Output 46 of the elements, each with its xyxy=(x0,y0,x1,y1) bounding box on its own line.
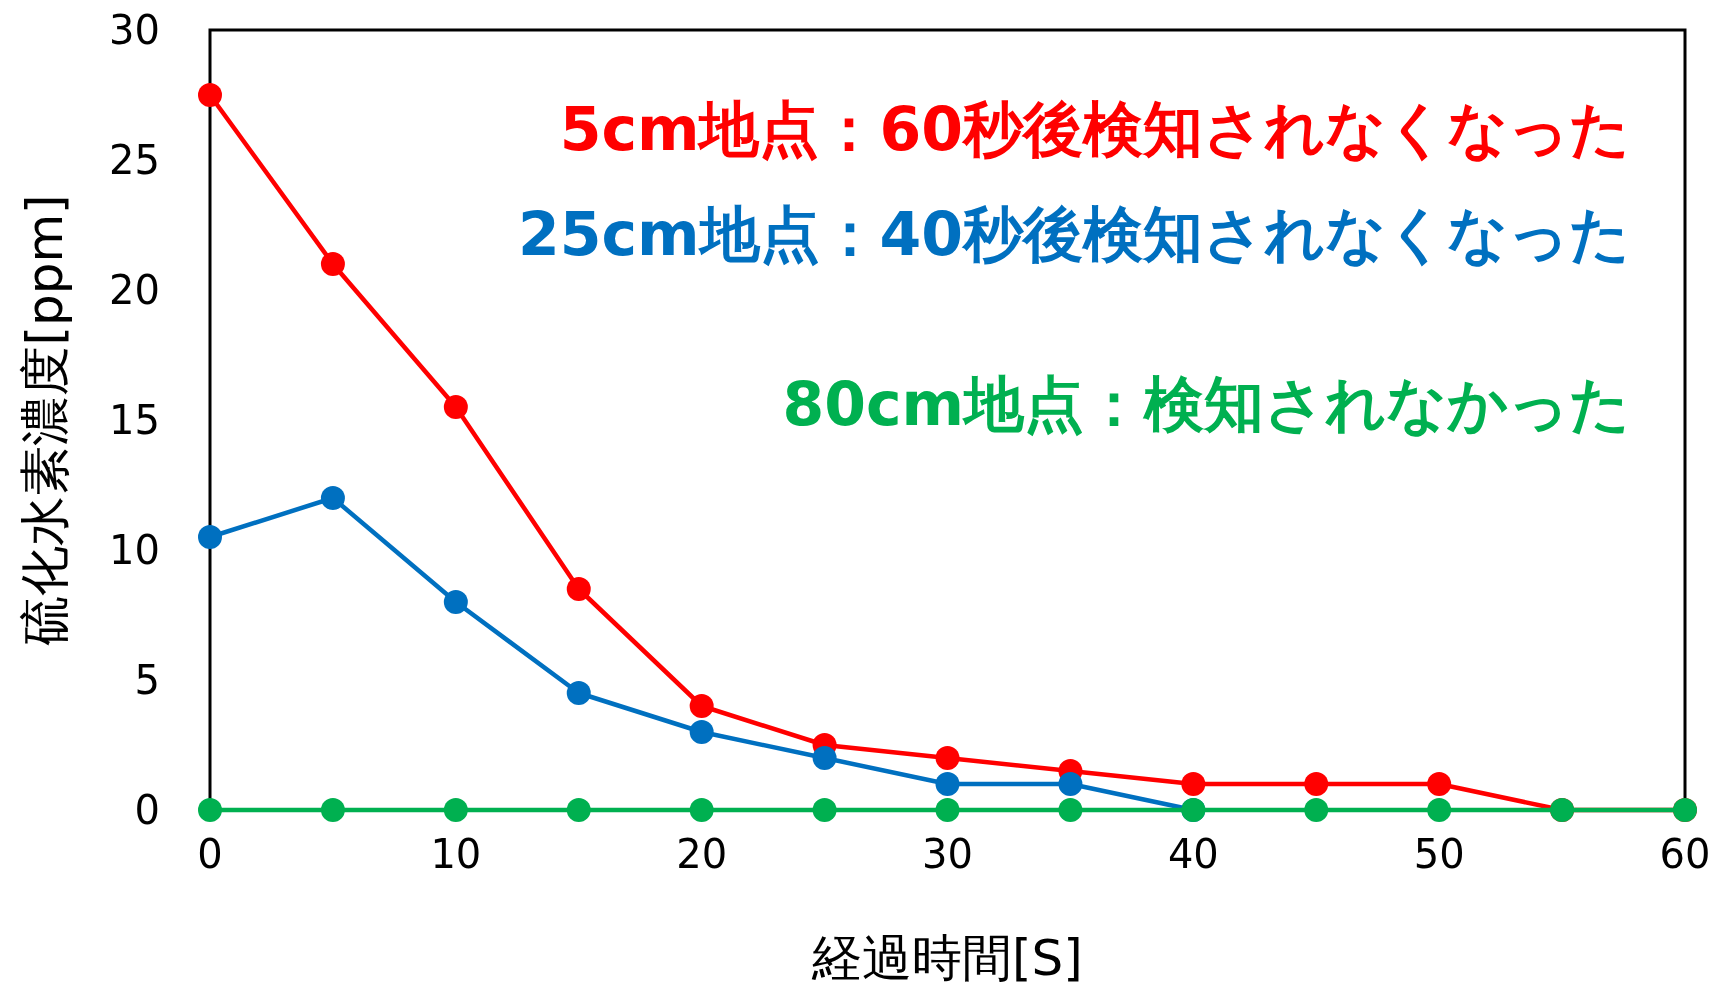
point xyxy=(935,746,960,770)
x-tick-label: 20 xyxy=(676,831,728,877)
point xyxy=(566,798,591,822)
y-axis-title: 硫化水素濃度[ppm] xyxy=(16,194,74,646)
point xyxy=(1058,772,1083,796)
y-tick-label: 0 xyxy=(134,787,160,833)
x-tick-label: 50 xyxy=(1413,831,1465,877)
y-tick-label: 25 xyxy=(109,137,160,183)
point xyxy=(320,252,345,276)
point xyxy=(1058,798,1083,822)
point xyxy=(812,798,837,822)
y-tick-label: 15 xyxy=(109,397,160,443)
point xyxy=(689,694,714,718)
x-tick-label: 30 xyxy=(922,831,973,877)
point xyxy=(443,798,468,822)
y-tick-label: 10 xyxy=(109,527,160,573)
point xyxy=(689,798,714,822)
point xyxy=(1427,772,1452,796)
point xyxy=(320,486,345,510)
x-tick-label: 40 xyxy=(1167,831,1219,877)
point xyxy=(198,83,222,107)
point xyxy=(812,746,837,770)
point xyxy=(689,720,714,744)
point xyxy=(935,798,960,822)
point xyxy=(1304,772,1329,796)
x-axis-title: 経過時間[S] xyxy=(811,929,1083,987)
y-tick-label: 30 xyxy=(109,7,160,53)
text: 5cm地点：60秒後検知されなくなった xyxy=(559,94,1630,164)
x-tick-label: 60 xyxy=(1659,831,1711,877)
point xyxy=(566,577,591,601)
text: 25cm地点：40秒後検知されなくなった xyxy=(517,199,1630,269)
point xyxy=(198,798,222,822)
y-tick-label: 5 xyxy=(134,657,160,703)
point xyxy=(1427,798,1452,822)
point xyxy=(1181,772,1206,796)
x-tick-label: 10 xyxy=(430,831,482,877)
text: 80cm地点：検知されなかった xyxy=(782,369,1630,439)
x-tick-label: 0 xyxy=(197,831,223,877)
point xyxy=(935,772,960,796)
y-tick-label: 20 xyxy=(109,267,160,313)
point xyxy=(443,590,468,614)
point xyxy=(198,525,222,549)
point xyxy=(1304,798,1329,822)
point xyxy=(443,395,468,419)
point xyxy=(320,798,345,822)
point xyxy=(566,681,591,705)
